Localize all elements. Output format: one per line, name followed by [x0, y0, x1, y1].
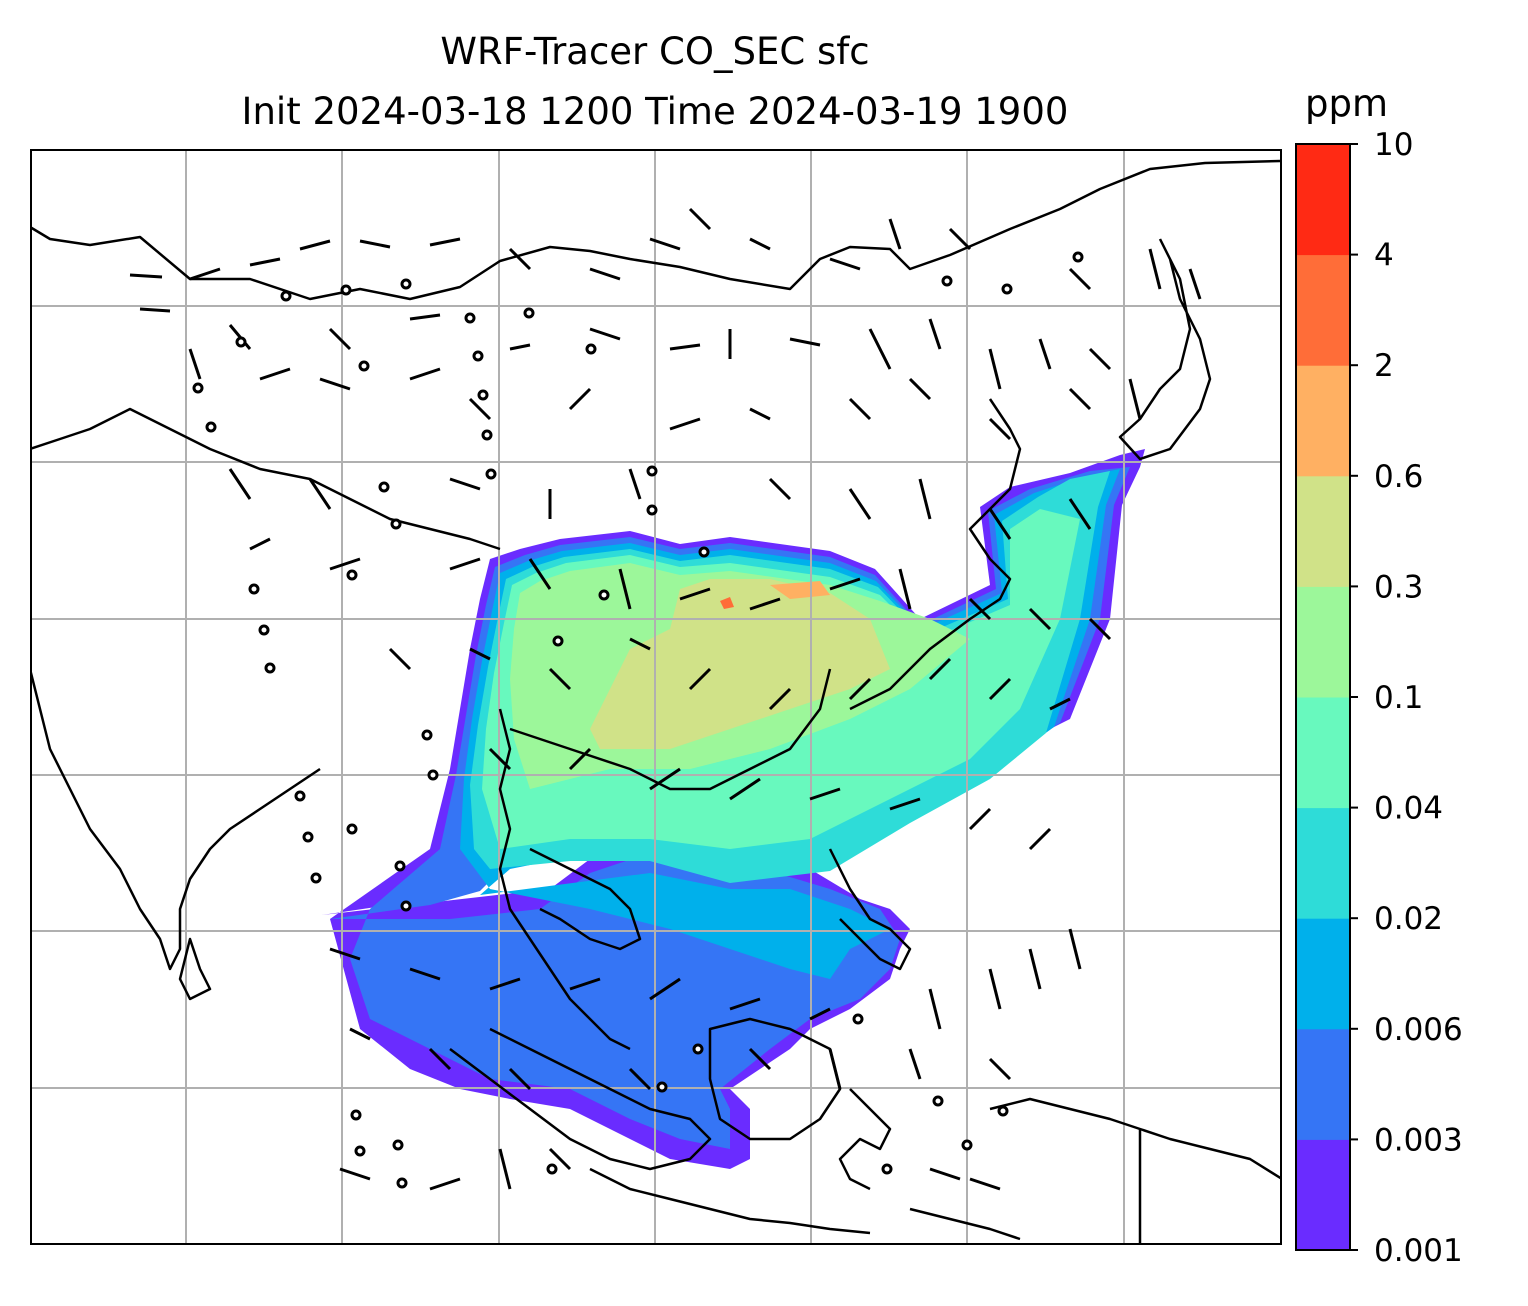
map-panel — [30, 149, 1282, 1245]
colorbar-unit-label: ppm — [1305, 82, 1389, 125]
colorbar-swatch — [1296, 365, 1350, 477]
wind-barbs — [129, 207, 1202, 1191]
colorbar-swatch — [1296, 586, 1350, 698]
coastline-sri-lanka — [178, 937, 212, 1001]
colorbar-tick-label: 0.006 — [1374, 1012, 1463, 1048]
border-mainland-se-asia — [509, 668, 832, 791]
coastline-indochina — [498, 708, 631, 1051]
coastline-java — [589, 1167, 871, 1235]
colorbar-swatch — [1296, 918, 1350, 1030]
colorbar-swatch — [1296, 697, 1350, 809]
plume-level-9 — [720, 597, 734, 609]
map-title-line2: Init 2024-03-18 1200 Time 2024-03-19 190… — [241, 90, 1069, 133]
coastline-sumatra — [449, 1027, 712, 1171]
calm-wind-markers — [192, 251, 1084, 1189]
coastline-gulf — [529, 847, 642, 951]
colorbar-tick-label: 0.3 — [1374, 569, 1423, 605]
map-title-line1: WRF-Tracer CO_SEC sfc — [440, 30, 870, 73]
coastline-india — [30, 668, 321, 971]
colorbar: 0.001 0.003 0.006 0.02 0.04 0.1 0.3 0.6 2 4 10 — [1295, 130, 1463, 1269]
coastline-philippines — [828, 848, 912, 971]
colorbar-tick-label: 0.001 — [1374, 1233, 1463, 1269]
colorbar-tick-label: 0.6 — [1374, 459, 1423, 495]
colorbar-tick-label: 0.02 — [1374, 901, 1443, 937]
coastline-sulawesi — [838, 1088, 892, 1191]
colorbar-tick-label: 4 — [1374, 238, 1394, 274]
coastline-timor — [909, 1207, 1021, 1241]
coastline-korea-japan — [1118, 238, 1212, 461]
colorbar-swatch — [1296, 1139, 1350, 1251]
colorbar-swatch — [1296, 807, 1350, 919]
colorbar-tick-label: 10 — [1374, 130, 1413, 163]
colorbar-tick-label: 0.003 — [1374, 1122, 1463, 1158]
map-gridlines — [30, 149, 1282, 1245]
colorbar-swatch — [1296, 475, 1350, 587]
coastline-china-east — [849, 398, 1022, 711]
colorbar-tick-label: 2 — [1374, 348, 1394, 384]
colorbar-swatch — [1296, 144, 1350, 256]
border-india-china — [30, 407, 501, 551]
colorbar-tick-label: 0.04 — [1374, 791, 1443, 827]
coastlines-borders — [30, 159, 1282, 1245]
plume-level-7 — [590, 579, 890, 749]
plume-level-8 — [770, 581, 830, 599]
colorbar-swatch — [1296, 1028, 1350, 1140]
coastline-borneo — [708, 1017, 842, 1141]
coastline-east-asia — [30, 159, 1281, 301]
colorbar-tick-label: 0.1 — [1374, 680, 1423, 716]
colorbar-swatch — [1296, 254, 1350, 366]
